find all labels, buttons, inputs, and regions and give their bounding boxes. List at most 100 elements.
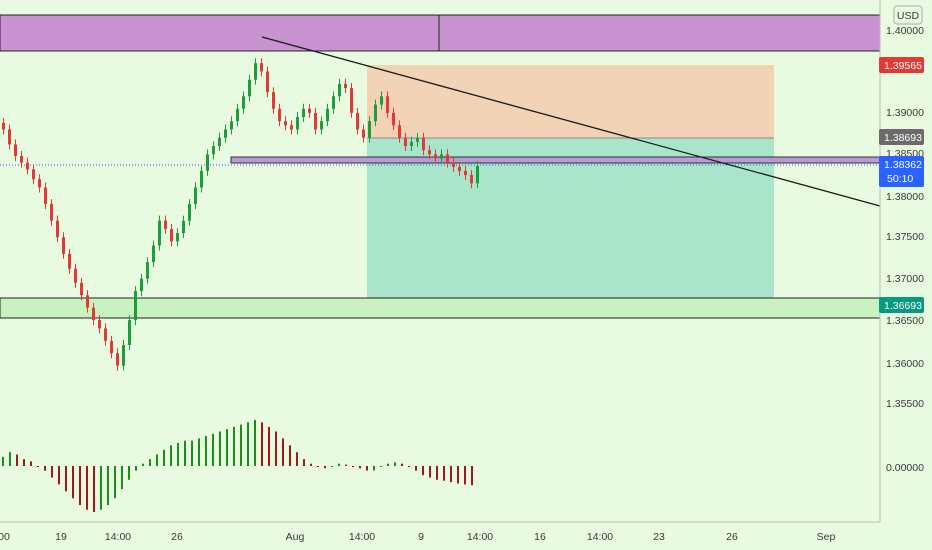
oscillator-bar	[261, 422, 263, 466]
candle	[338, 83, 341, 97]
oscillator-bar	[429, 466, 431, 478]
x-tick-label: 14:00	[349, 531, 375, 543]
candle	[260, 63, 263, 72]
oscillator-bar	[149, 459, 151, 466]
candle	[44, 187, 47, 205]
candle	[140, 278, 143, 292]
x-tick-label: Sep	[817, 531, 836, 543]
price-axis[interactable]	[880, 0, 932, 550]
x-tick-label: 14:00	[105, 531, 131, 543]
candle	[248, 79, 251, 97]
oscillator-bar	[58, 466, 60, 485]
candle	[278, 108, 281, 122]
stop-loss-label: 1.39565	[884, 60, 922, 72]
candle	[452, 162, 455, 167]
oscillator-bar	[317, 466, 319, 467]
reward-zone[interactable]	[367, 138, 774, 304]
oscillator-bar	[247, 422, 249, 466]
oscillator-bar	[107, 466, 109, 506]
candle	[188, 204, 191, 221]
risk-zone[interactable]	[367, 65, 774, 138]
candle	[86, 295, 89, 308]
oscillator-bar	[23, 459, 25, 466]
candle	[350, 88, 353, 113]
x-tick-label: 9	[418, 531, 424, 543]
candle	[200, 170, 203, 188]
x-tick-label: 19	[55, 531, 67, 543]
oscillator-bar	[114, 466, 116, 499]
oscillator-bar	[135, 466, 137, 471]
oscillator-bar	[471, 466, 473, 486]
oscillator-bar	[366, 466, 368, 471]
candle	[176, 233, 179, 242]
candle	[98, 320, 101, 329]
candle	[158, 220, 161, 246]
oscillator-bar	[464, 466, 466, 485]
x-tick-label: 23	[653, 531, 665, 543]
oscillator-bar	[310, 463, 312, 466]
candle	[362, 129, 365, 138]
y-tick-label: 1.40000	[886, 25, 924, 37]
candle	[398, 125, 401, 138]
candle	[374, 104, 377, 122]
candle	[134, 291, 137, 321]
candle	[320, 121, 323, 130]
oscillator-bar	[156, 454, 158, 466]
candle	[152, 245, 155, 263]
oscillator-bar	[275, 431, 277, 466]
oscillator-bar	[380, 466, 382, 467]
candle	[212, 146, 215, 155]
oscillator-bar	[289, 445, 291, 466]
oscillator-bar	[254, 420, 256, 466]
candles	[2, 58, 479, 371]
candle	[284, 121, 287, 126]
candle	[8, 129, 11, 145]
candle	[392, 112, 395, 126]
oscillator-bar	[443, 466, 445, 481]
oscillator-bar	[394, 462, 396, 466]
candle	[242, 96, 245, 109]
oscillator-bar	[296, 452, 298, 466]
candle	[56, 220, 59, 238]
candle	[26, 162, 29, 170]
candle	[104, 328, 107, 341]
supply-zone[interactable]	[0, 14, 881, 52]
oscillator-bar	[345, 464, 347, 466]
candle	[368, 121, 371, 138]
oscillator-bar	[198, 438, 200, 466]
y-axis-ticks: 1.400001.390001.385001.380001.375001.370…	[886, 25, 924, 410]
current-price-badge	[879, 156, 924, 187]
candle	[170, 228, 173, 242]
oscillator-bar	[436, 466, 438, 480]
oscillator-bar	[212, 433, 214, 466]
y-tick-label: 1.37500	[886, 231, 924, 243]
candle	[446, 154, 449, 163]
resistance-zone[interactable]	[230, 156, 881, 164]
candle	[428, 150, 431, 155]
oscillator-bar	[450, 466, 452, 483]
currency-button[interactable]	[893, 5, 923, 25]
oscillator-bar	[163, 449, 165, 466]
trend-line[interactable]	[261, 36, 881, 207]
oscillator-bar	[359, 466, 361, 469]
entry-badge	[879, 129, 924, 145]
x-tick-label: 14:00	[467, 531, 493, 543]
candle	[476, 165, 479, 184]
candle	[308, 108, 311, 113]
x-axis-ticks: 00 19 14:00 26 Aug 14:00 9 14:00 16 14:00 23 26 Sep	[0, 531, 835, 543]
candle	[182, 220, 185, 234]
oscillator-bar	[184, 440, 186, 466]
candle	[464, 170, 467, 176]
candle	[164, 220, 167, 229]
stop-loss-badge	[879, 57, 924, 73]
candle	[230, 121, 233, 130]
candle	[380, 96, 383, 105]
oscillator-bar	[387, 463, 389, 466]
candle	[470, 175, 473, 184]
demand-zone[interactable]	[0, 297, 881, 319]
oscillator-bar	[226, 429, 228, 466]
candle	[116, 353, 119, 366]
candle	[128, 320, 131, 345]
